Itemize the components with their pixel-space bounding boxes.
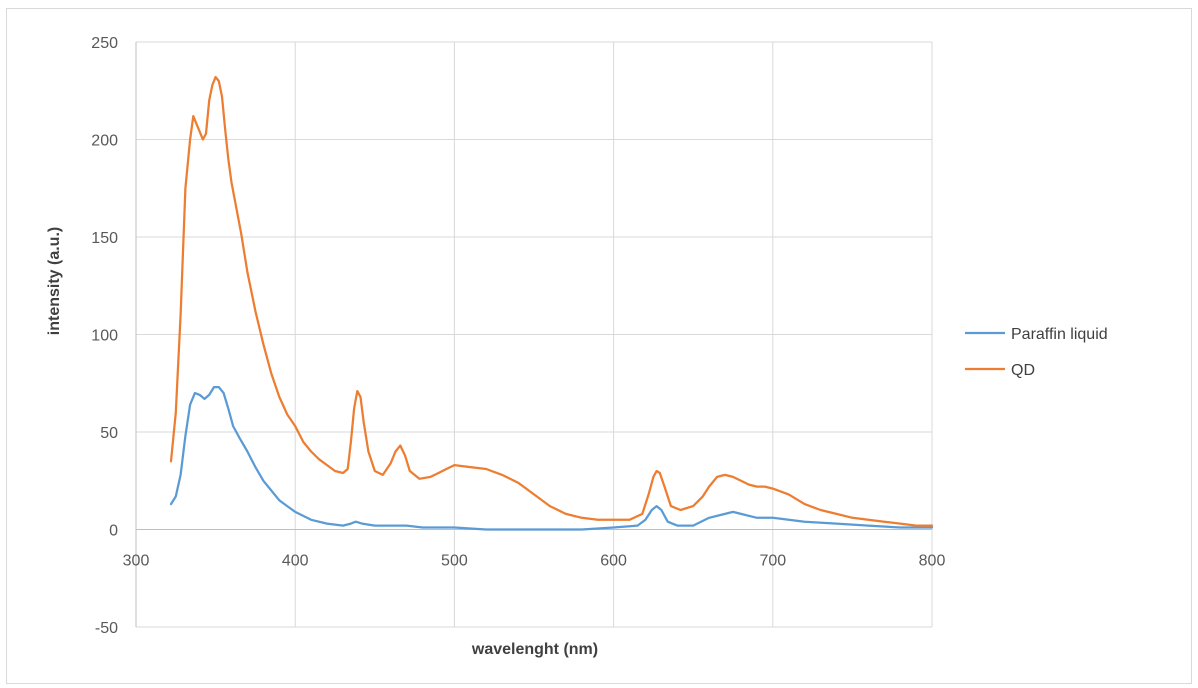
x-tick-label: 500 xyxy=(441,553,468,570)
legend-label-1: Paraffin liquid xyxy=(1011,326,1108,343)
series-line-1 xyxy=(169,385,934,531)
ticks-layer: -50 0 50 100 150 200 250 300 400 500 600 700 800 xyxy=(91,35,945,637)
y-tick-label: 150 xyxy=(91,230,118,247)
x-tick-label: 300 xyxy=(123,553,150,570)
legend: Paraffin liquid QD xyxy=(965,326,1108,379)
chart-svg: -50 0 50 100 150 200 250 300 400 500 600 700 800 wav… xyxy=(46,35,1108,658)
y-tick-label: 0 xyxy=(109,523,118,540)
x-axis-title: wavelenght (nm) xyxy=(471,641,598,658)
y-tick-label: 250 xyxy=(91,35,118,52)
y-axis-title: intensity (a.u.) xyxy=(46,227,63,335)
y-tick-label: 50 xyxy=(100,425,118,442)
y-tick-label: -50 xyxy=(95,620,118,637)
series-layer xyxy=(169,75,934,531)
legend-label-2: QD xyxy=(1011,362,1035,379)
y-tick-label: 100 xyxy=(91,328,118,345)
x-tick-label: 800 xyxy=(919,553,946,570)
y-tick-label: 200 xyxy=(91,133,118,150)
x-tick-label: 600 xyxy=(600,553,627,570)
series-line-2 xyxy=(169,75,934,527)
x-tick-label: 400 xyxy=(282,553,309,570)
x-tick-label: 700 xyxy=(759,553,786,570)
chart-frame: -50 0 50 100 150 200 250 300 400 500 600 700 800 wav… xyxy=(6,8,1192,684)
grid-layer xyxy=(135,41,933,628)
